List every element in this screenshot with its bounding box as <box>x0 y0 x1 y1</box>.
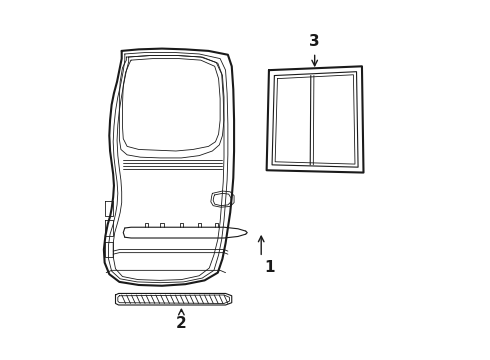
Text: 3: 3 <box>309 34 320 49</box>
Text: 2: 2 <box>176 316 187 331</box>
Text: 1: 1 <box>264 260 275 275</box>
